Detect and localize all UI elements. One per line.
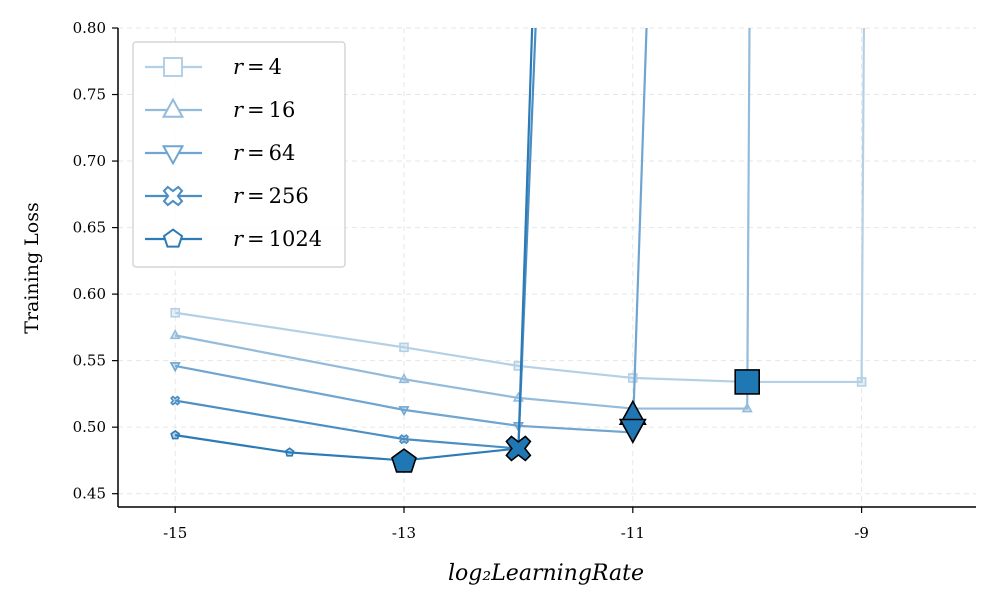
data-point-256-0	[170, 395, 181, 406]
y-tick-label-5: 0.70	[73, 152, 106, 170]
data-point-4-1	[399, 342, 409, 353]
data-point-16-1	[398, 373, 410, 384]
legend-marker-64	[161, 145, 185, 166]
legend-label-4: r = 4	[233, 55, 282, 79]
data-point-4-5	[856, 377, 867, 387]
legend-item-64: r = 64	[145, 141, 295, 166]
y-axis-label: Training Loss	[21, 202, 43, 333]
legend-item-256: r = 256	[145, 184, 309, 208]
series-256	[170, 28, 537, 454]
y-tick-label-3: 0.60	[73, 285, 106, 303]
y-tick-label-4: 0.65	[73, 219, 106, 237]
x-tick-label-1: -13	[392, 524, 416, 542]
legend-marker-256	[162, 185, 184, 207]
best-marker-64	[618, 418, 647, 444]
data-point-16-0	[169, 329, 181, 340]
legend: r = 4 r = 16 r = 64 r = 256 r = 1024	[132, 41, 346, 268]
data-point-256-1	[398, 434, 410, 445]
legend-marker-1024	[162, 228, 184, 248]
x-tick-label-3: -9	[854, 524, 869, 542]
legend-label-1024: r = 1024	[233, 227, 322, 251]
best-marker-layer	[391, 369, 761, 473]
data-point-1024-0	[170, 429, 181, 440]
best-marker-256	[505, 435, 532, 462]
legend-item-4: r = 4	[145, 55, 282, 79]
y-tick-label-1: 0.50	[73, 418, 106, 436]
y-tick-label-7: 0.80	[73, 19, 106, 37]
data-point-16-4	[741, 402, 753, 413]
legend-label-64: r = 64	[233, 141, 295, 165]
x-tick-label-0: -15	[163, 524, 187, 542]
legend-marker-4	[163, 57, 183, 77]
series-line-4	[175, 28, 865, 384]
x-tick-label-2: -11	[621, 524, 645, 542]
y-tick-label-0: 0.45	[73, 485, 106, 503]
legend-item-16: r = 16	[145, 97, 295, 122]
legend-marker-16	[161, 97, 185, 118]
y-tick-label-2: 0.55	[73, 352, 106, 370]
data-point-1024-1	[284, 447, 295, 457]
series-line-16	[174, 28, 751, 410]
legend-label-256: r = 256	[233, 184, 309, 208]
x-axis-label: log₂LearningRate	[448, 561, 644, 586]
y-tick-label-6: 0.75	[73, 86, 106, 104]
series-line-256	[175, 28, 537, 450]
legend-frame	[132, 41, 346, 268]
data-point-64-0	[169, 362, 181, 373]
data-point-64-1	[398, 406, 410, 417]
best-marker-4	[734, 369, 761, 395]
data-point-4-3	[627, 373, 638, 383]
legend-label-16: r = 16	[233, 98, 295, 122]
data-point-4-0	[170, 307, 180, 318]
ticks-layer: -15 -13 -11 -9 0.45 0.50 0.55 0.60 0.65 0.70 0.75 0…	[73, 19, 869, 542]
best-marker-1024	[391, 448, 417, 473]
legend-item-1024: r = 1024	[145, 227, 322, 251]
